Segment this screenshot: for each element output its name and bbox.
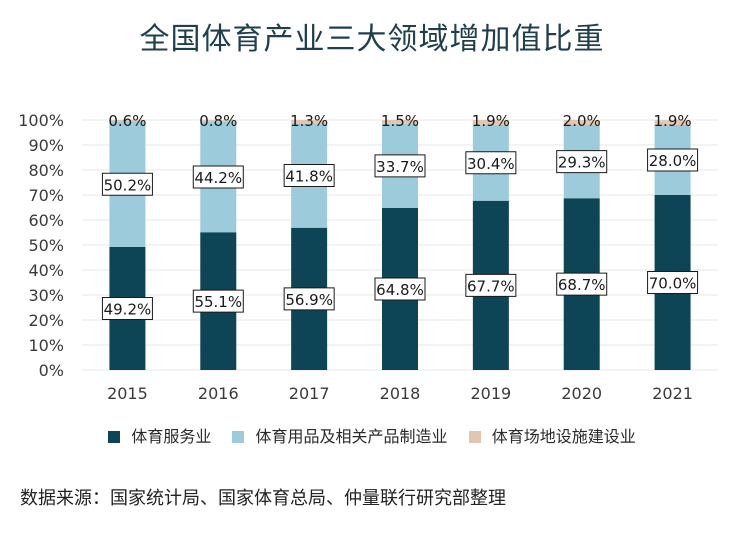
data-label-box [465,151,517,175]
legend-item-manufacturing: 体育用品及相关产品制造业 [232,423,448,447]
bar-segment-facilities [109,120,146,122]
y-tick-label: 80% [28,161,64,180]
bar-segment-facilities [472,120,509,125]
legend-swatch-services [108,431,121,443]
bar-segment-facilities [200,119,237,122]
data-label: 70.0% [649,275,697,293]
chart-title: 全国体育产业三大领域增加值比重 [139,22,605,57]
bar-segment-facilities [654,120,691,125]
legend-label-manufacturing: 体育用品及相关产品制造业 [255,427,448,446]
y-tick-label: 0% [39,361,64,380]
legend-item-services: 体育服务业 [108,423,211,447]
x-tick-label: 2019 [470,384,511,403]
legend-swatch-facilities [468,431,481,443]
data-label: 55.1% [194,293,242,311]
x-tick-label: 2017 [289,384,330,403]
source-note: 数据来源：国家统计局、国家体育总局、仲量联行研究部整理 [20,488,506,509]
y-tick-label: 60% [28,211,64,230]
data-label-box [556,150,608,174]
y-tick-label: 90% [28,136,64,155]
data-label-top: 0.8% [199,112,237,130]
legend-item-facilities: 体育场地设施建设业 [468,423,636,447]
data-label: 50.2% [104,176,152,194]
data-label-box [647,271,699,294]
bar-segment-facilities [563,120,600,125]
legend-swatch-manufacturing [232,431,245,443]
data-label-top: 1.9% [472,112,510,130]
data-label-box [465,273,517,297]
data-label: 33.7% [376,158,424,176]
y-tick-label: 70% [28,186,64,205]
data-label: 68.7% [558,276,606,294]
x-tick-label: 2021 [652,384,693,403]
bar-segment-facilities [291,120,328,124]
y-tick-label: 100% [18,111,64,130]
data-label-box [283,287,335,311]
y-tick-label: 30% [28,286,64,305]
data-label: 49.2% [104,301,152,319]
data-label-top: 1.3% [290,112,328,130]
data-label-box [192,289,244,313]
data-label: 44.2% [194,169,242,187]
bar-segment-facilities [382,120,418,124]
data-label: 41.8% [285,168,333,186]
x-tick-label: 2015 [107,384,148,403]
y-tick-label: 10% [28,336,64,355]
y-tick-label: 20% [28,311,64,330]
data-label-box [283,164,335,187]
legend-label-services: 体育服务业 [131,427,212,446]
data-label: 30.4% [467,155,515,173]
y-tick-label: 40% [28,261,64,280]
x-tick-label: 2016 [198,384,239,403]
data-label-top: 1.9% [654,112,692,130]
data-label-top: 0.6% [108,112,146,130]
data-label: 29.3% [558,154,606,172]
data-label-box [374,154,426,178]
data-label: 64.8% [376,281,424,299]
data-label: 56.9% [285,291,333,309]
legend-label-facilities: 体育场地设施建设业 [491,427,636,446]
data-label: 28.0% [649,152,697,170]
data-label-box [101,172,153,196]
data-label-box [556,272,608,296]
data-label-box [192,165,244,189]
y-tick-label: 50% [28,236,64,255]
legend: 体育服务业 体育用品及相关产品制造业 体育场地设施建设业 [0,423,744,447]
data-label-box [101,297,153,320]
data-label-box [647,148,699,172]
x-tick-label: 2018 [380,384,421,403]
data-label-top: 1.5% [381,112,419,130]
data-label: 67.7% [467,277,515,295]
x-tick-label: 2020 [561,384,602,403]
data-label-box [374,277,426,301]
data-label-top: 2.0% [563,112,601,130]
